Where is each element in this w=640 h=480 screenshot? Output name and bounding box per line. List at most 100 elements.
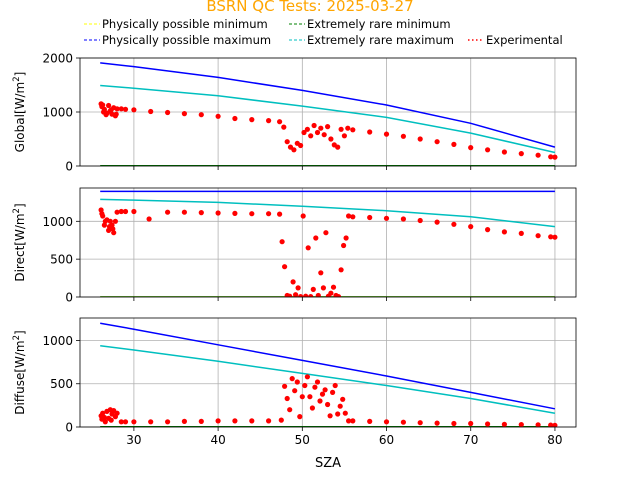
experimental-point [350, 127, 356, 133]
experimental-point [312, 384, 318, 390]
experimental-point [277, 119, 283, 125]
figure-title: BSRN QC Tests: 2025-03-27 [206, 0, 413, 15]
experimental-point [301, 129, 307, 136]
experimental-point [548, 154, 554, 160]
panel-direct: 0 500 1000 Direct[W/m2] [12, 187, 577, 305]
y-axis-label-diffuse: Diffuse[W/m2] [12, 330, 27, 414]
experimental-point [317, 398, 323, 404]
experimental-point [131, 208, 137, 215]
experimental-point [468, 145, 474, 151]
experimental-point [367, 214, 373, 221]
experimental-point [343, 235, 349, 241]
series-line-phys-max [100, 62, 556, 148]
experimental-point [165, 209, 171, 215]
experimental-point [232, 418, 238, 424]
experimental-point [292, 388, 298, 394]
experimental-point [281, 124, 287, 130]
experimental-point [400, 419, 406, 425]
experimental-point [346, 418, 352, 424]
experimental-point [287, 407, 293, 413]
experimental-point [501, 229, 507, 235]
plot-area-global [98, 62, 558, 166]
series-line-rare-max [100, 198, 555, 228]
experimental-point [535, 233, 541, 239]
experimental-point [501, 149, 507, 155]
experimental-point [114, 106, 120, 112]
plot-area-direct [98, 190, 558, 297]
experimental-point [299, 394, 305, 400]
experimental-point [304, 126, 310, 132]
experimental-point [294, 379, 300, 385]
experimental-point [335, 294, 342, 297]
experimental-point [434, 219, 440, 225]
experimental-point [468, 420, 474, 427]
experimental-point [165, 109, 171, 116]
panel-diffuse: 0 500 1000 30 40 50 60 70 80 Diffuse[W/m2] SZA [12, 317, 577, 471]
experimental-point [232, 115, 238, 122]
experimental-point [335, 411, 341, 417]
y-tick-label: 500 [50, 377, 73, 391]
experimental-point [266, 211, 272, 217]
experimental-point [400, 216, 406, 222]
y-tick-label: 0 [65, 421, 73, 435]
experimental-point [304, 374, 310, 380]
experimental-point [315, 292, 321, 297]
experimental-point [308, 294, 314, 297]
experimental-point [302, 382, 308, 389]
experimental-point [289, 376, 295, 382]
experimental-point [451, 420, 457, 427]
experimental-point [99, 211, 105, 217]
experimental-point [99, 104, 105, 110]
y-tick-label: 1000 [42, 215, 73, 229]
experimental-point [308, 133, 314, 139]
experimental-point [131, 107, 137, 113]
experimental-point [330, 389, 336, 395]
experimental-point [332, 382, 338, 389]
legend-label-rare-max: Extremely rare maximum [307, 33, 454, 47]
y-tick-label: 1000 [42, 334, 73, 348]
experimental-point [300, 213, 306, 219]
experimental-point [451, 221, 457, 227]
legend-label-phys-min: Physically possible minimum [102, 17, 268, 31]
experimental-point [290, 279, 296, 285]
experimental-point [328, 136, 334, 142]
experimental-point [328, 290, 334, 296]
experimental-point [338, 126, 344, 132]
y-tick-label: 0 [65, 291, 73, 305]
experimental-point [518, 230, 524, 236]
experimental-point [311, 122, 317, 129]
experimental-point [277, 211, 283, 217]
experimental-point [249, 211, 255, 217]
experimental-point [282, 264, 288, 270]
experimental-point [485, 227, 491, 233]
experimental-point [400, 133, 406, 139]
experimental-point [181, 209, 187, 215]
experimental-point [298, 294, 304, 297]
experimental-point [298, 142, 304, 149]
experimental-point [295, 285, 301, 291]
experimental-point [307, 394, 313, 400]
x-tick-label: 40 [210, 433, 225, 447]
experimental-point [113, 111, 119, 117]
experimental-point [367, 129, 373, 135]
experimental-point [309, 405, 315, 411]
x-tick-label: 30 [126, 433, 141, 447]
experimental-point [110, 226, 116, 232]
legend-label-experimental: Experimental [486, 33, 563, 47]
y-tick-label: 2000 [42, 52, 73, 66]
experimental-point [198, 418, 204, 424]
experimental-point [112, 218, 118, 224]
experimental-point [106, 102, 112, 109]
experimental-point [293, 292, 299, 297]
experimental-point [249, 117, 255, 123]
experimental-point [291, 147, 297, 153]
experimental-point [181, 418, 187, 424]
experimental-point [367, 418, 373, 424]
experimental-point [485, 421, 491, 427]
experimental-point [451, 141, 457, 147]
experimental-point [122, 208, 129, 215]
experimental-point [266, 418, 272, 424]
experimental-point [338, 267, 344, 273]
experimental-point [102, 218, 108, 224]
experimental-point [114, 209, 120, 215]
